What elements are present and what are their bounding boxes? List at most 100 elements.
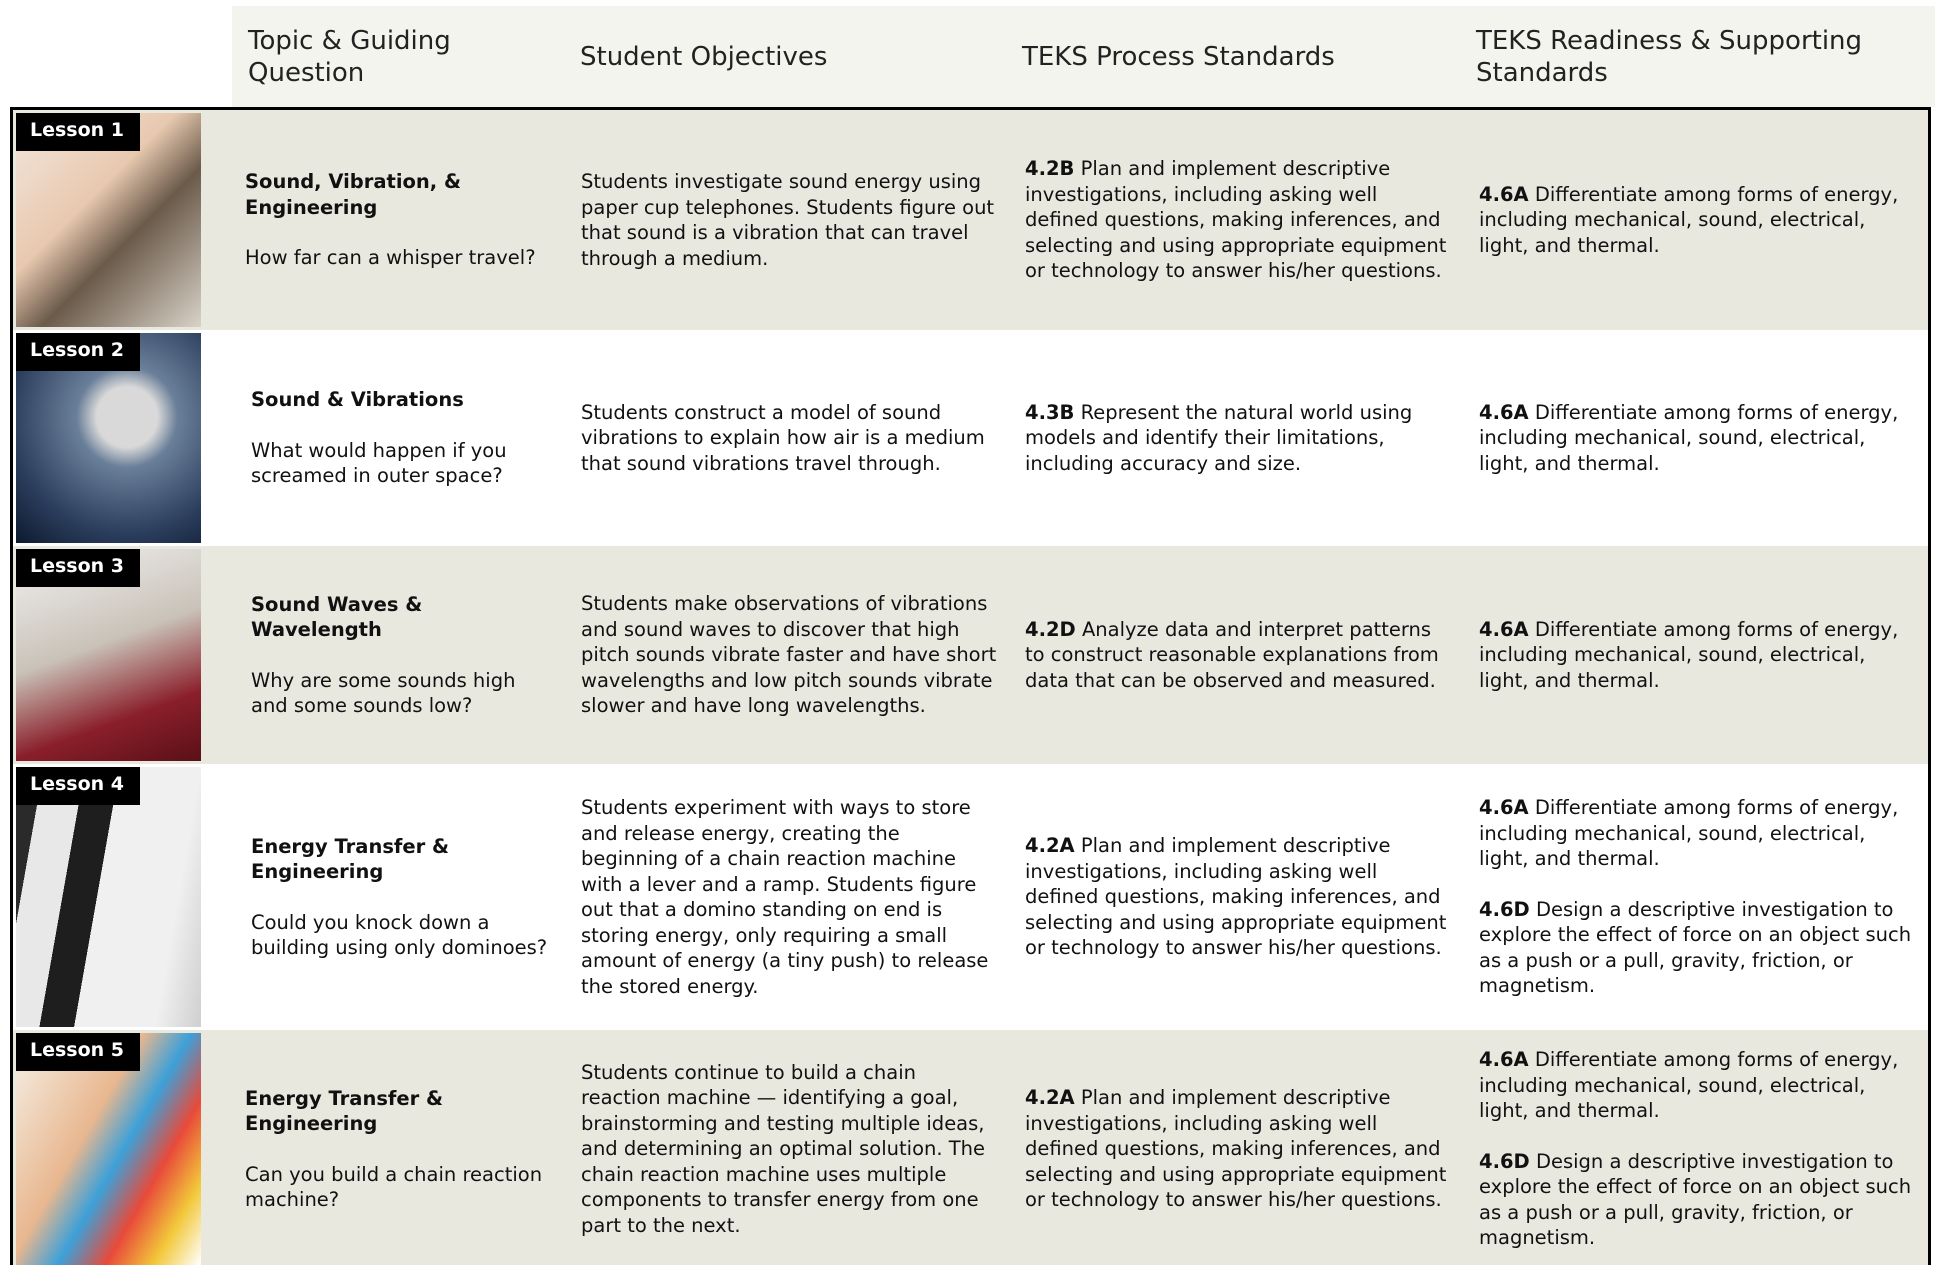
- lesson-label: Lesson 3: [16, 549, 141, 587]
- process-standard: 4.2A Plan and implement descriptive inve…: [1025, 1085, 1455, 1213]
- topic-title: Energy Transfer & Engineering: [251, 834, 450, 884]
- topic-cell: Sound Waves & Wavelength Why are some sou…: [251, 546, 551, 764]
- objectives-cell: Students investigate sound energy using …: [581, 110, 1001, 330]
- process-cell: 4.2A Plan and implement descriptive inve…: [1025, 1030, 1455, 1265]
- topic-title: Sound, Vibration, & Engineering: [245, 170, 462, 219]
- objectives-cell: Students experiment with ways to store a…: [581, 764, 1001, 1030]
- readiness-standard: 4.6D Design a descriptive investigation …: [1479, 1149, 1919, 1251]
- spacer: [251, 643, 551, 668]
- topic-cell: Energy Transfer & Engineering Can you bui…: [245, 1030, 545, 1265]
- column-header: Topic & Guiding Question: [248, 25, 451, 88]
- standard-text: Represent the natural world using models…: [1025, 400, 1413, 475]
- standard-code: 4.6D: [1479, 897, 1530, 921]
- lesson-row: Lesson 1 Sound, Vibration, & Engineering H…: [13, 110, 1928, 330]
- guiding-question: Can you build a chain reaction machine?: [245, 1162, 543, 1212]
- header: Topic & Guiding Question Student Objectiv…: [232, 6, 1935, 107]
- readiness-standard: 4.6A Differentiate among forms of energy…: [1479, 617, 1919, 694]
- guiding-question: Why are some sounds high and some sounds…: [251, 668, 516, 718]
- objectives: Students continue to build a chain react…: [581, 1060, 986, 1237]
- readiness-standard: 4.6D Design a descriptive investigation …: [1479, 897, 1919, 999]
- objectives: Students construct a model of sound vibr…: [581, 400, 985, 475]
- standard-text: Design a descriptive investigation to ex…: [1479, 897, 1912, 998]
- lesson-label: Lesson 4: [16, 767, 141, 805]
- standard-text: Analyze data and interpret patterns to c…: [1025, 617, 1439, 692]
- standard-code: 4.6D: [1479, 1149, 1530, 1173]
- standard-text: Differentiate among forms of energy, inc…: [1479, 617, 1899, 692]
- column-header: Student Objectives: [580, 41, 828, 72]
- guiding-question: Could you knock down a building using on…: [251, 910, 548, 960]
- lesson-image: Lesson 2: [16, 333, 201, 543]
- lesson-image: Lesson 5: [16, 1033, 201, 1265]
- guiding-question: How far can a whisper travel?: [245, 246, 536, 270]
- standard-text: Plan and implement descriptive investiga…: [1025, 157, 1447, 283]
- process-standard: 4.2B Plan and implement descriptive inve…: [1025, 156, 1455, 284]
- column-header: TEKS Readiness & Supporting Standards: [1476, 25, 1863, 88]
- spacer: [251, 885, 551, 910]
- standard-code: 4.6A: [1479, 1048, 1529, 1072]
- standard-code: 4.2D: [1025, 617, 1076, 641]
- objectives: Students investigate sound energy using …: [581, 170, 995, 270]
- readiness-cell: 4.6A Differentiate among forms of energy…: [1479, 110, 1919, 330]
- spacer: [245, 220, 545, 245]
- readiness-standard: 4.6A Differentiate among forms of energy…: [1479, 400, 1919, 477]
- standard-code: 4.6A: [1479, 796, 1529, 820]
- readiness-cell: 4.6A Differentiate among forms of energy…: [1479, 330, 1919, 546]
- standard-text: Differentiate among forms of energy, inc…: [1479, 182, 1899, 257]
- standard-text: Plan and implement descriptive investiga…: [1025, 834, 1447, 960]
- lesson-image: Lesson 4: [16, 767, 201, 1027]
- readiness-standard: 4.6A Differentiate among forms of energy…: [1479, 182, 1919, 259]
- lesson-row: Lesson 2 Sound & Vibrations What would hap…: [13, 330, 1928, 546]
- standard-code: 4.3B: [1025, 400, 1075, 424]
- topic-cell: Sound, Vibration, & Engineering How far c…: [245, 110, 545, 330]
- lesson-row: Lesson 4 Energy Transfer & Engineering Cou…: [13, 764, 1928, 1030]
- standard-code: 4.6A: [1479, 182, 1529, 206]
- readiness-cell: 4.6A Differentiate among forms of energy…: [1479, 764, 1919, 1030]
- process-standard: 4.2D Analyze data and interpret patterns…: [1025, 617, 1455, 694]
- standard-code: 4.2A: [1025, 1086, 1075, 1110]
- topic-cell: Energy Transfer & Engineering Could you k…: [251, 764, 551, 1030]
- lesson-table: Lesson 1 Sound, Vibration, & Engineering H…: [10, 107, 1931, 1265]
- objectives-cell: Students construct a model of sound vibr…: [581, 330, 1001, 546]
- standard-text: Differentiate among forms of energy, inc…: [1479, 1048, 1899, 1123]
- lesson-row: Lesson 5 Energy Transfer & Engineering Can…: [13, 1030, 1928, 1265]
- process-standard: 4.3B Represent the natural world using m…: [1025, 400, 1455, 477]
- process-cell: 4.2A Plan and implement descriptive inve…: [1025, 764, 1455, 1030]
- spacer: [245, 1137, 545, 1162]
- topic-title: Sound Waves & Wavelength: [251, 592, 423, 642]
- objectives-cell: Students continue to build a chain react…: [581, 1030, 1001, 1265]
- standard-text: Plan and implement descriptive investiga…: [1025, 1086, 1447, 1212]
- spacer: [251, 413, 551, 438]
- guiding-question: What would happen if you screamed in out…: [251, 438, 507, 488]
- objectives: Students experiment with ways to store a…: [581, 796, 989, 998]
- topic-title: Energy Transfer & Engineering: [245, 1086, 444, 1136]
- standard-text: Differentiate among forms of energy, inc…: [1479, 796, 1899, 871]
- readiness-cell: 4.6A Differentiate among forms of energy…: [1479, 1030, 1919, 1265]
- standard-text: Design a descriptive investigation to ex…: [1479, 1149, 1912, 1250]
- process-cell: 4.3B Represent the natural world using m…: [1025, 330, 1455, 546]
- column-header: TEKS Process Standards: [1022, 41, 1335, 72]
- standard-code: 4.6A: [1479, 617, 1529, 641]
- readiness-standard: 4.6A Differentiate among forms of energy…: [1479, 1047, 1919, 1124]
- standard-code: 4.6A: [1479, 400, 1529, 424]
- standard-text: Differentiate among forms of energy, inc…: [1479, 400, 1899, 475]
- lesson-label: Lesson 2: [16, 333, 141, 371]
- lesson-row: Lesson 3 Sound Waves & Wavelength Why are …: [13, 546, 1928, 764]
- lesson-image: Lesson 3: [16, 549, 201, 761]
- topic-title: Sound & Vibrations: [251, 388, 464, 412]
- standard-code: 4.2A: [1025, 834, 1075, 858]
- topic-cell: Sound & Vibrations What would happen if y…: [251, 330, 551, 546]
- process-cell: 4.2D Analyze data and interpret patterns…: [1025, 546, 1455, 764]
- process-cell: 4.2B Plan and implement descriptive inve…: [1025, 110, 1455, 330]
- standard-code: 4.2B: [1025, 157, 1075, 181]
- objectives: Students make observations of vibrations…: [581, 592, 997, 718]
- lesson-label: Lesson 1: [16, 113, 141, 151]
- readiness-cell: 4.6A Differentiate among forms of energy…: [1479, 546, 1919, 764]
- spacer: [1479, 872, 1919, 897]
- lesson-image: Lesson 1: [16, 113, 201, 327]
- spacer: [1479, 1124, 1919, 1149]
- process-standard: 4.2A Plan and implement descriptive inve…: [1025, 833, 1455, 961]
- objectives-cell: Students make observations of vibrations…: [581, 546, 1001, 764]
- lesson-label: Lesson 5: [16, 1033, 141, 1071]
- readiness-standard: 4.6A Differentiate among forms of energy…: [1479, 795, 1919, 872]
